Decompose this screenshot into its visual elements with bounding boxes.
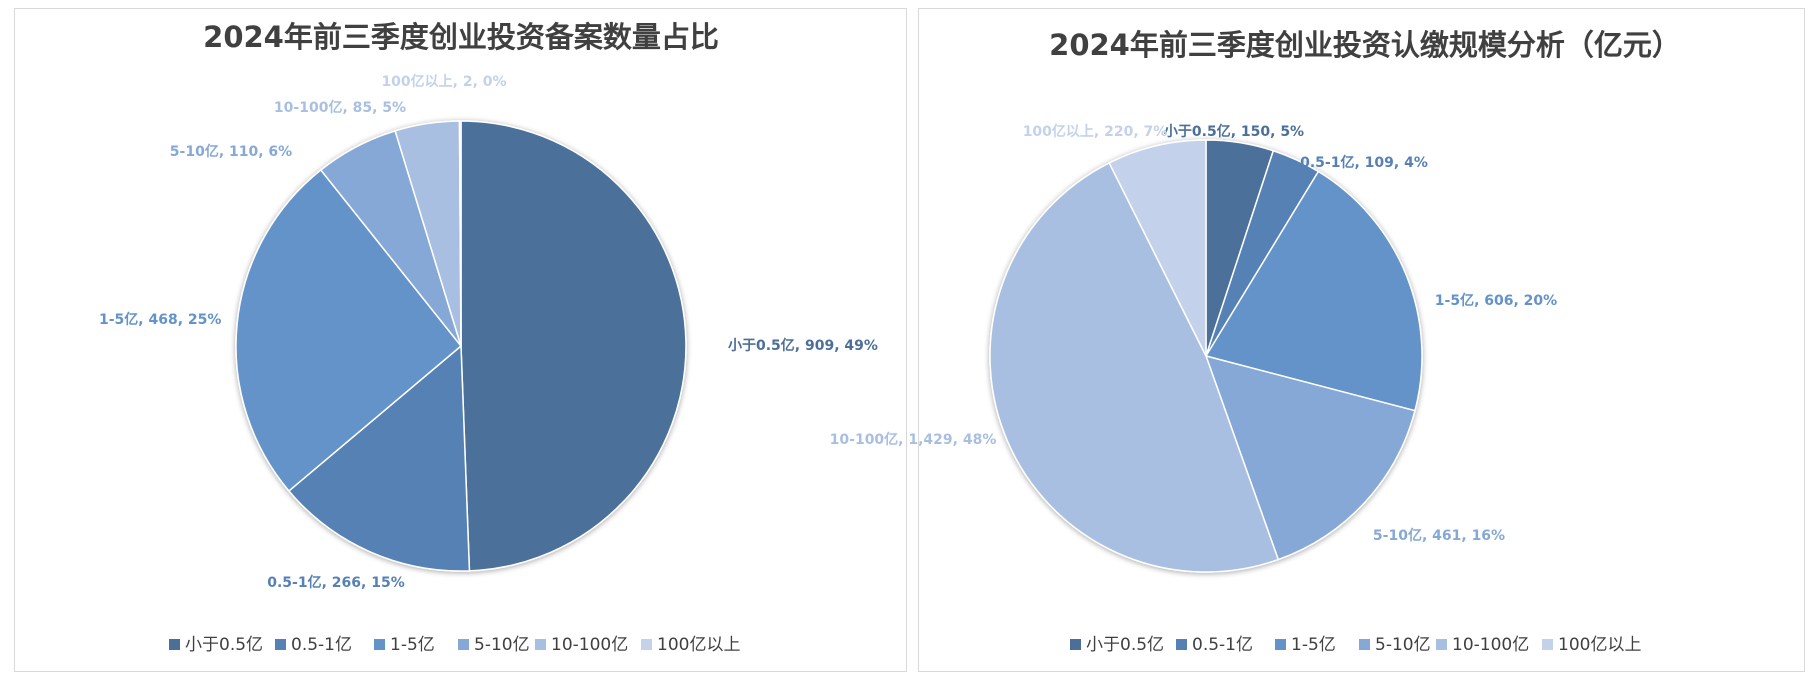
pie-slices bbox=[989, 139, 1423, 573]
pie-chart-scale: 2024年前三季度创业投资认缴规模分析（亿元） 小于0.5亿, 150, 5% 0… bbox=[830, 28, 1681, 655]
pie-slices bbox=[235, 120, 687, 572]
data-label: 5-10亿, 110, 6% bbox=[170, 143, 292, 160]
data-label: 0.5-1亿, 266, 15% bbox=[267, 574, 404, 591]
legend: 小于0.5亿 0.5-1亿 1-5亿 5-10亿 10-100亿 100亿以上 bbox=[169, 635, 740, 655]
data-label: 小于0.5亿, 150, 5% bbox=[1164, 123, 1304, 140]
legend-label: 100亿以上 bbox=[657, 635, 740, 655]
data-label: 5-10亿, 461, 16% bbox=[1373, 527, 1505, 544]
pie-slice bbox=[989, 161, 1280, 573]
pie-slice bbox=[287, 344, 471, 572]
legend-swatch bbox=[1436, 639, 1447, 650]
legend-swatch bbox=[1176, 639, 1187, 650]
legend-label: 1-5亿 bbox=[390, 635, 435, 655]
pie-slice bbox=[1108, 139, 1207, 357]
legend-swatch bbox=[275, 639, 286, 650]
legend-label: 5-10亿 bbox=[474, 635, 530, 655]
legend-swatch bbox=[458, 639, 469, 650]
legend: 小于0.5亿 0.5-1亿 1-5亿 5-10亿 10-100亿 100亿以上 bbox=[1070, 635, 1641, 655]
legend-label: 100亿以上 bbox=[1558, 635, 1641, 655]
pie-slice bbox=[458, 120, 462, 347]
legend-label: 小于0.5亿 bbox=[185, 635, 263, 655]
legend-swatch bbox=[169, 639, 180, 650]
legend-swatch bbox=[1070, 639, 1081, 650]
data-label: 100亿以上, 2, 0% bbox=[381, 73, 506, 90]
data-label: 1-5亿, 468, 25% bbox=[99, 311, 221, 328]
legend-label: 10-100亿 bbox=[551, 635, 628, 655]
chart-panel-quantity: 2024年前三季度创业投资备案数量占比 小于0.5亿, 909, 49% 0.5-… bbox=[14, 8, 907, 672]
chart-title: 2024年前三季度创业投资认缴规模分析（亿元） bbox=[1049, 28, 1681, 62]
data-label: 1-5亿, 606, 20% bbox=[1435, 292, 1557, 309]
legend-swatch bbox=[374, 639, 385, 650]
legend-label: 5-10亿 bbox=[1375, 635, 1431, 655]
data-label: 10-100亿, 1,429, 48% bbox=[830, 431, 997, 448]
legend-swatch bbox=[1359, 639, 1370, 650]
data-label: 100亿以上, 220, 7% bbox=[1023, 123, 1168, 140]
legend-swatch bbox=[1275, 639, 1286, 650]
data-label: 10-100亿, 85, 5% bbox=[274, 99, 406, 116]
legend-label: 1-5亿 bbox=[1291, 635, 1336, 655]
data-label: 小于0.5亿, 909, 49% bbox=[728, 337, 878, 354]
legend-label: 0.5-1亿 bbox=[291, 635, 352, 655]
legend-label: 小于0.5亿 bbox=[1086, 635, 1164, 655]
pie-chart-quantity: 2024年前三季度创业投资备案数量占比 小于0.5亿, 909, 49% 0.5-… bbox=[99, 20, 878, 655]
data-label: 0.5-1亿, 109, 4% bbox=[1300, 154, 1428, 171]
legend-swatch bbox=[535, 639, 546, 650]
pie-slice bbox=[1204, 170, 1423, 412]
legend-label: 10-100亿 bbox=[1452, 635, 1529, 655]
chart-panel-scale: 2024年前三季度创业投资认缴规模分析（亿元） 小于0.5亿, 150, 5% 0… bbox=[830, 8, 1805, 672]
legend-label: 0.5-1亿 bbox=[1192, 635, 1253, 655]
pie-slice bbox=[460, 120, 687, 572]
pie-slice bbox=[235, 168, 463, 493]
legend-swatch bbox=[1542, 639, 1553, 650]
pie-slice bbox=[1204, 354, 1416, 561]
chart-title: 2024年前三季度创业投资备案数量占比 bbox=[203, 20, 719, 54]
legend-swatch bbox=[641, 639, 652, 650]
